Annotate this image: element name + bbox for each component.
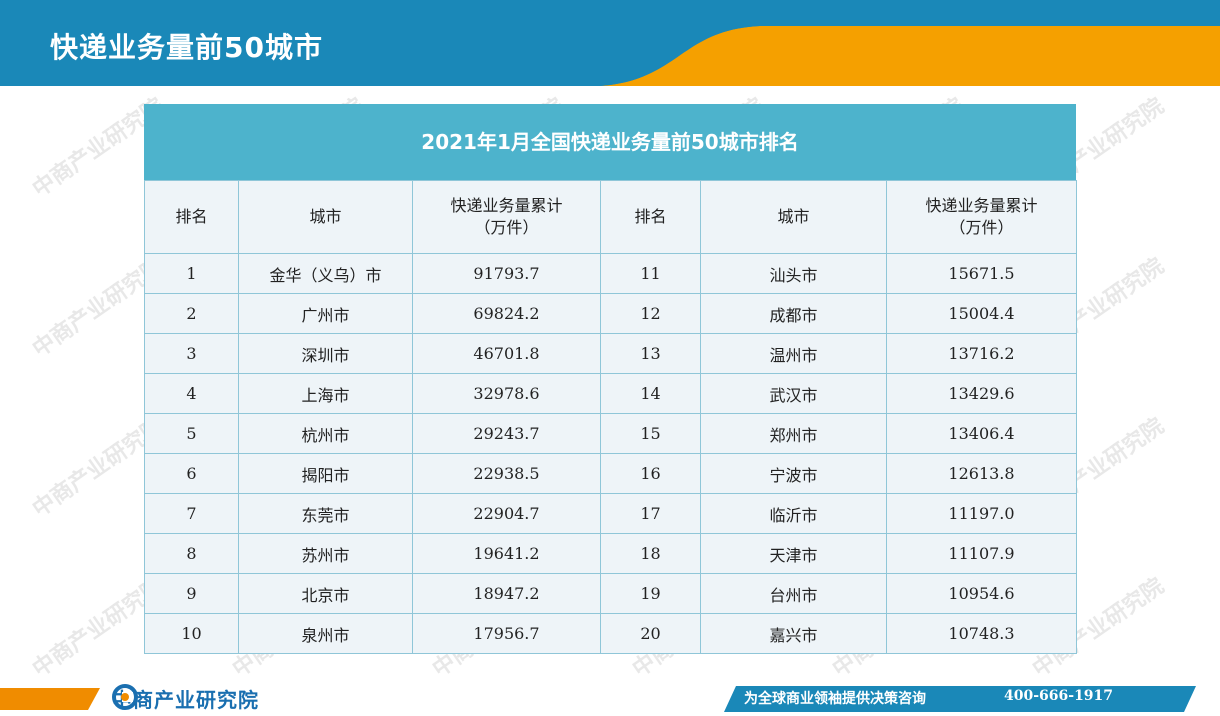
city-cell: 宁波市 [700, 453, 887, 494]
rank-cell: 7 [144, 493, 239, 534]
table-row: 4 上海市 32978.6 14 武汉市 13429.6 [144, 373, 1077, 414]
footer-decoration [0, 686, 1196, 712]
city-cell: 揭阳市 [238, 453, 413, 494]
rank-cell: 11 [600, 253, 701, 294]
col-header-text: 快递业务量累计 [450, 196, 563, 215]
table-row: 8 苏州市 19641.2 18 天津市 11107.9 [144, 533, 1077, 574]
volume-cell: 11107.9 [886, 533, 1077, 574]
col-header-unit: （万件） [474, 218, 539, 237]
volume-cell: 18947.2 [412, 573, 601, 614]
col-header-volume: 快递业务量累计 （万件） [412, 180, 601, 254]
table-title: 2021年1月全国快递业务量前50城市排名 [144, 104, 1076, 180]
header-banner: 快递业务量前50城市 [0, 0, 1220, 86]
volume-cell: 19641.2 [412, 533, 601, 574]
ranking-table: 排名 城市 快递业务量累计 （万件） 排名 城市 快递业务量累计 （万件） 1 金华（… [144, 180, 1077, 654]
col-header-unit: （万件） [949, 218, 1014, 237]
table-row: 6 揭阳市 22938.5 16 宁波市 12613.8 [144, 453, 1077, 494]
volume-cell: 10954.6 [886, 573, 1077, 614]
volume-cell: 13716.2 [886, 333, 1077, 374]
rank-cell: 14 [600, 373, 701, 414]
table-body: 1 金华（义乌）市 91793.7 11 汕头市 15671.5 2 广州市 69824.2 12… [144, 253, 1077, 654]
rank-cell: 4 [144, 373, 239, 414]
city-cell: 东莞市 [238, 493, 413, 534]
page-title: 快递业务量前50城市 [50, 31, 323, 64]
rank-cell: 13 [600, 333, 701, 374]
rank-cell: 20 [600, 613, 701, 654]
volume-cell: 10748.3 [886, 613, 1077, 654]
rank-cell: 15 [600, 413, 701, 454]
city-cell: 嘉兴市 [700, 613, 887, 654]
header-decoration [0, 0, 1220, 86]
city-cell: 郑州市 [700, 413, 887, 454]
city-cell: 温州市 [700, 333, 887, 374]
rank-cell: 19 [600, 573, 701, 614]
volume-cell: 32978.6 [412, 373, 601, 414]
city-cell: 临沂市 [700, 493, 887, 534]
city-cell: 广州市 [238, 293, 413, 334]
volume-cell: 13429.6 [886, 373, 1077, 414]
volume-cell: 17956.7 [412, 613, 601, 654]
table-row: 10 泉州市 17956.7 20 嘉兴市 10748.3 [144, 613, 1077, 654]
city-cell: 汕头市 [700, 253, 887, 294]
col-header-text: 排名 [634, 207, 667, 226]
volume-cell: 15004.4 [886, 293, 1077, 334]
city-cell: 杭州市 [238, 413, 413, 454]
col-header-city: 城市 [238, 180, 413, 254]
rank-cell: 9 [144, 573, 239, 614]
volume-cell: 13406.4 [886, 413, 1077, 454]
table-row: 9 北京市 18947.2 19 台州市 10954.6 [144, 573, 1077, 614]
col-header-rank: 排名 [600, 180, 701, 254]
city-cell: 成都市 [700, 293, 887, 334]
rank-cell: 8 [144, 533, 239, 574]
volume-cell: 22904.7 [412, 493, 601, 534]
table-row: 7 东莞市 22904.7 17 临沂市 11197.0 [144, 493, 1077, 534]
city-cell: 金华（义乌）市 [238, 253, 413, 294]
volume-cell: 46701.8 [412, 333, 601, 374]
volume-cell: 12613.8 [886, 453, 1077, 494]
rank-cell: 3 [144, 333, 239, 374]
col-header-text: 排名 [175, 207, 208, 226]
city-cell: 天津市 [700, 533, 887, 574]
footer-bar: 中商产业研究院 为全球商业领袖提供决策咨询 400-666-1917 [0, 684, 1220, 716]
rank-cell: 16 [600, 453, 701, 494]
city-cell: 泉州市 [238, 613, 413, 654]
ranking-table-container: 2021年1月全国快递业务量前50城市排名 排名 城市 快递业务量累计 （万件） … [144, 104, 1077, 654]
volume-cell: 91793.7 [412, 253, 601, 294]
company-logo-icon [112, 684, 138, 710]
volume-cell: 15671.5 [886, 253, 1077, 294]
city-cell: 台州市 [700, 573, 887, 614]
volume-cell: 69824.2 [412, 293, 601, 334]
volume-cell: 29243.7 [412, 413, 601, 454]
footer-slogan: 为全球商业领袖提供决策咨询 [744, 691, 926, 707]
col-header-text: 快递业务量累计 [925, 196, 1038, 215]
rank-cell: 18 [600, 533, 701, 574]
table-header-row: 排名 城市 快递业务量累计 （万件） 排名 城市 快递业务量累计 （万件） [144, 180, 1077, 254]
city-cell: 北京市 [238, 573, 413, 614]
rank-cell: 2 [144, 293, 239, 334]
city-cell: 武汉市 [700, 373, 887, 414]
rank-cell: 10 [144, 613, 239, 654]
table-row: 5 杭州市 29243.7 15 郑州市 13406.4 [144, 413, 1077, 454]
rank-cell: 6 [144, 453, 239, 494]
col-header-text: 城市 [777, 207, 810, 226]
footer-phone: 400-666-1917 [1004, 688, 1114, 704]
col-header-text: 城市 [309, 207, 342, 226]
col-header-volume: 快递业务量累计 （万件） [886, 180, 1077, 254]
rank-cell: 17 [600, 493, 701, 534]
volume-cell: 22938.5 [412, 453, 601, 494]
rank-cell: 1 [144, 253, 239, 294]
volume-cell: 11197.0 [886, 493, 1077, 534]
company-logo: 中商产业研究院 [112, 684, 259, 712]
rank-cell: 5 [144, 413, 239, 454]
col-header-rank: 排名 [144, 180, 239, 254]
table-row: 1 金华（义乌）市 91793.7 11 汕头市 15671.5 [144, 253, 1077, 294]
table-row: 3 深圳市 46701.8 13 温州市 13716.2 [144, 333, 1077, 374]
city-cell: 苏州市 [238, 533, 413, 574]
city-cell: 上海市 [238, 373, 413, 414]
rank-cell: 12 [600, 293, 701, 334]
city-cell: 深圳市 [238, 333, 413, 374]
col-header-city: 城市 [700, 180, 887, 254]
table-row: 2 广州市 69824.2 12 成都市 15004.4 [144, 293, 1077, 334]
